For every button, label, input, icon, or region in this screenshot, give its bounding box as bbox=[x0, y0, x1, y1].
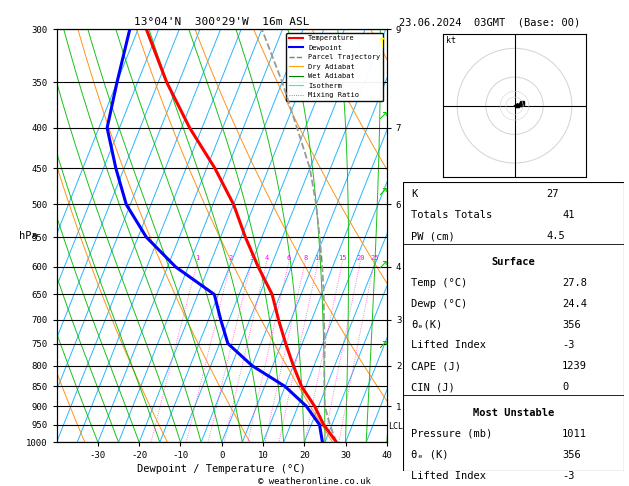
Text: Pressure (mb): Pressure (mb) bbox=[411, 429, 493, 439]
Text: -3: -3 bbox=[562, 340, 574, 350]
Text: CAPE (J): CAPE (J) bbox=[411, 361, 462, 371]
Text: LCL: LCL bbox=[388, 422, 403, 431]
Text: θₑ (K): θₑ (K) bbox=[411, 450, 449, 460]
Text: 20: 20 bbox=[356, 255, 365, 261]
Text: 15: 15 bbox=[338, 255, 347, 261]
Text: K: K bbox=[411, 190, 418, 199]
Legend: Temperature, Dewpoint, Parcel Trajectory, Dry Adiabat, Wet Adiabat, Isotherm, Mi: Temperature, Dewpoint, Parcel Trajectory… bbox=[286, 33, 383, 101]
Text: PW (cm): PW (cm) bbox=[411, 231, 455, 241]
Text: Most Unstable: Most Unstable bbox=[472, 408, 554, 418]
Text: 1239: 1239 bbox=[562, 361, 587, 371]
Text: Mixing Ratio (g/kg): Mixing Ratio (g/kg) bbox=[425, 188, 434, 283]
Text: 1011: 1011 bbox=[562, 429, 587, 439]
Text: © weatheronline.co.uk: © weatheronline.co.uk bbox=[258, 477, 371, 486]
Text: 0: 0 bbox=[562, 382, 568, 392]
Y-axis label: km
ASL: km ASL bbox=[407, 236, 423, 255]
Text: 4.5: 4.5 bbox=[547, 231, 565, 241]
Text: hPa: hPa bbox=[19, 231, 38, 241]
Text: 41: 41 bbox=[562, 210, 574, 220]
Text: ↗: ↗ bbox=[377, 339, 387, 351]
Text: 10: 10 bbox=[314, 255, 323, 261]
Text: Lifted Index: Lifted Index bbox=[411, 470, 486, 481]
Text: Dewp (°C): Dewp (°C) bbox=[411, 299, 468, 309]
Text: ↗: ↗ bbox=[377, 259, 387, 271]
Text: 356: 356 bbox=[562, 320, 581, 330]
Text: 27: 27 bbox=[547, 190, 559, 199]
Text: Totals Totals: Totals Totals bbox=[411, 210, 493, 220]
Text: ↗: ↗ bbox=[377, 186, 387, 198]
Text: 25: 25 bbox=[370, 255, 379, 261]
Text: 4: 4 bbox=[265, 255, 269, 261]
Text: 3: 3 bbox=[250, 255, 253, 261]
Text: ↑: ↑ bbox=[376, 36, 389, 52]
Text: Lifted Index: Lifted Index bbox=[411, 340, 486, 350]
Text: 24.4: 24.4 bbox=[562, 299, 587, 309]
Text: 1: 1 bbox=[196, 255, 200, 261]
Text: -3: -3 bbox=[562, 470, 574, 481]
Text: Surface: Surface bbox=[491, 257, 535, 267]
Text: 356: 356 bbox=[562, 450, 581, 460]
Text: 2: 2 bbox=[229, 255, 233, 261]
FancyBboxPatch shape bbox=[403, 182, 624, 471]
Text: ↗: ↗ bbox=[377, 110, 387, 123]
Text: Temp (°C): Temp (°C) bbox=[411, 278, 468, 288]
Text: 23.06.2024  03GMT  (Base: 00): 23.06.2024 03GMT (Base: 00) bbox=[399, 17, 581, 27]
X-axis label: Dewpoint / Temperature (°C): Dewpoint / Temperature (°C) bbox=[137, 465, 306, 474]
Text: 8: 8 bbox=[303, 255, 308, 261]
Title: 13°04'N  300°29'W  16m ASL: 13°04'N 300°29'W 16m ASL bbox=[134, 17, 309, 27]
Text: CIN (J): CIN (J) bbox=[411, 382, 455, 392]
Text: θₑ(K): θₑ(K) bbox=[411, 320, 443, 330]
Text: 6: 6 bbox=[287, 255, 291, 261]
Text: kt: kt bbox=[446, 35, 455, 45]
Text: 27.8: 27.8 bbox=[562, 278, 587, 288]
